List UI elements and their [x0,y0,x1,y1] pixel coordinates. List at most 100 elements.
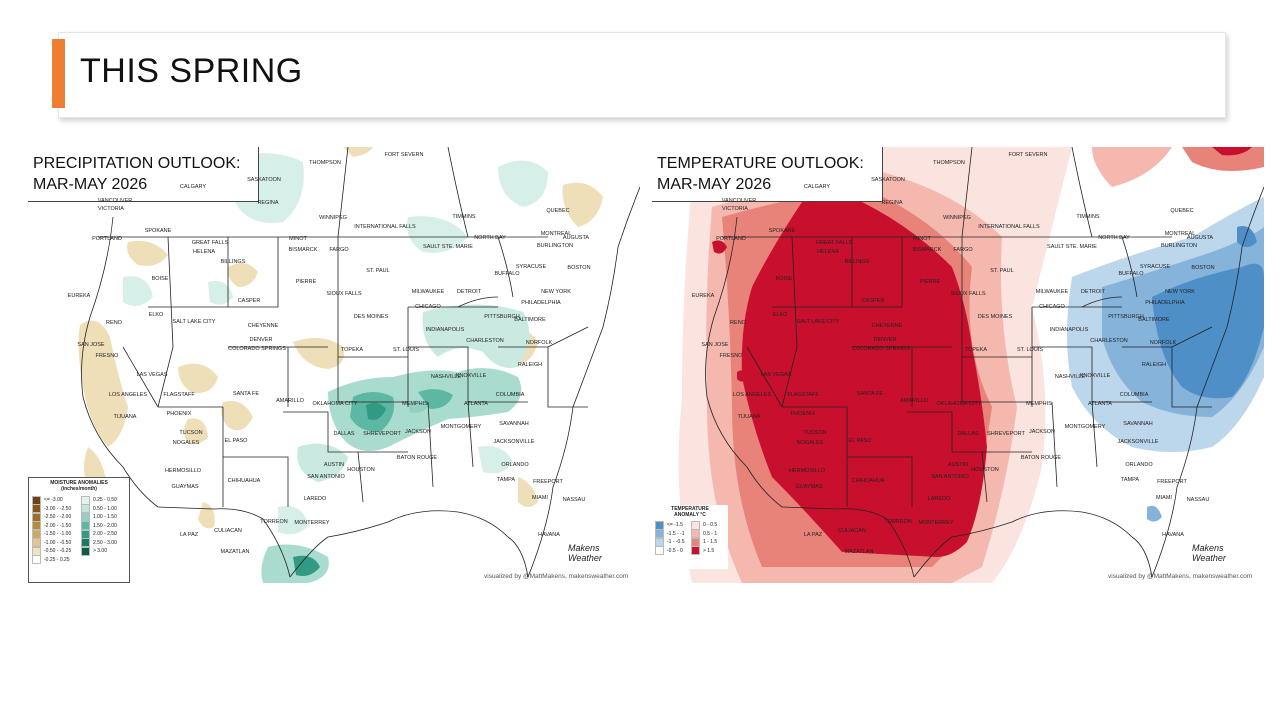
precip-legend-row: -1.00 - -0.50 [32,538,81,548]
city-label: NASHVILLE [1054,374,1086,380]
city-label: RENO [106,320,122,326]
city-label: FREEPORT [1157,479,1187,485]
city-label: NASSAU [562,497,586,503]
city-label: AUSTIN [323,462,345,468]
city-label: WINNIPEG [319,215,347,221]
warm-anomaly-areas [652,147,1264,583]
city-label: LA PAZ [179,532,199,538]
precip-legend-label: 0.25 - 0.50 [92,497,117,504]
city-label: PHILADELPHIA [1145,300,1185,306]
temp-legend-row: -0.5 - 0 [655,546,691,556]
city-label: BOSTON [1191,265,1215,271]
city-label: TIJUANA [737,414,761,420]
city-label: TAMPA [1120,477,1140,483]
temp-legend-row: <= -1.5 [655,520,691,530]
precip-legend-label: -0.50 - -0.25 [44,548,72,555]
city-label: RALEIGH [517,362,543,368]
city-label: THOMPSON [933,160,965,166]
city-label: FRESNO [95,353,119,359]
city-label: MILWAUKEE [1035,289,1069,295]
city-label: MONTERREY [918,520,954,526]
city-label: AUGUSTA [1186,235,1214,241]
city-label: QUEBEC [1170,208,1194,214]
temperature-outlook-map: TEMPERATURE OUTLOOK: MAR-MAY 2026 THOMPS… [652,147,1264,583]
precip-legend-label: 1.50 - 2.00 [92,522,117,529]
city-label: NORTH BAY [1098,235,1130,241]
city-label: PORTLAND [716,236,746,242]
city-label: LAS VEGAS [760,372,792,378]
precip-credit: visualized by @MattMakens, makensweather… [484,573,629,580]
city-label: BISMARCK [288,247,318,253]
city-label: CASPER [861,298,885,304]
city-label: JACKSON [405,429,431,435]
city-label: TOPEKA [340,347,364,353]
temp-credit: visualized by @MattMakens, makensweather… [1108,573,1253,580]
city-label: GREAT FALLS [191,240,229,246]
city-label: SHREVEPORT [363,431,401,437]
temp-legend-label: 0 - 0.5 [702,522,718,529]
city-label: SAN JOSE [701,342,729,348]
city-label: SYRACUSE [515,264,547,270]
city-label: NASHVILLE [430,374,462,380]
city-label: NEW YORK [1165,289,1195,295]
city-label: DALLAS [957,431,979,437]
city-label: BOISE [151,276,169,282]
city-label: BATON ROUGE [1020,455,1062,461]
city-label: SAN ANTONIO [931,474,969,480]
precip-legend-label: 2.50 - 3.00 [92,539,117,546]
city-label: NORTH BAY [474,235,506,241]
temp-legend-swatch [690,546,700,556]
temp-legend-title: TEMPERATURE ANOMALY °C [671,506,709,518]
city-label: ORLANDO [501,462,529,468]
city-label: LOS ANGELES [108,392,148,398]
city-label: SALT LAKE CITY [172,319,216,325]
city-label: VICTORIA [98,206,124,212]
city-label: CULIACAN [838,528,866,534]
precip-legend-label: 2.00 - 2.50 [92,531,117,538]
precip-legend-row: 2.00 - 2.50 [80,529,126,539]
city-label: BUFFALO [1118,271,1144,277]
precip-legend-row: <= -3.00 [32,495,81,505]
precip-legend-label: > 3.00 [92,548,107,555]
temp-legend-row: 1 - 1.5 [690,537,725,547]
city-label: GREAT FALLS [815,240,853,246]
temp-legend-label: -1 - -0.5 [667,539,685,546]
city-label: CHIHUAHUA [227,478,261,484]
city-label: SASKATOON [871,177,905,183]
city-label: AMARILLO [900,398,928,404]
city-label: COLORADO SPRINGS [228,346,286,352]
city-label: EUREKA [691,293,715,299]
temp-logo: Makens Weather [1192,543,1226,563]
city-label: BALTIMORE [514,317,546,323]
city-label: TOPEKA [964,347,988,353]
city-label: FLAGSTAFF [163,392,195,398]
precip-legend-row: 0.25 - 0.50 [80,495,126,505]
city-label: KNOXVILLE [1079,373,1111,379]
temp-legend-row: -1 - -0.5 [655,537,691,547]
precip-logo: Makens Weather [568,543,602,563]
city-label: HAVANA [538,532,560,538]
precip-legend-row: 2.50 - 3.00 [80,538,126,548]
city-label: LAS VEGAS [136,372,168,378]
temp-legend-label: > 1.5 [702,547,715,554]
city-label: FREEPORT [533,479,563,485]
city-label: TORREON [260,519,288,525]
city-label: VICTORIA [722,206,748,212]
precip-legend-swatch [80,546,90,556]
city-label: OKLAHOMA CITY [312,401,358,407]
temp-legend-cold-column: <= -1.5 -1.5 - -1 -1 - -0.5 -0.5 - 0 [655,520,691,556]
city-label: DENVER [249,337,273,343]
city-label: SPOKANE [768,228,796,234]
precip-legend-dry-column: <= -3.00 -3.00 - -2.50 -2.50 - -2.00 -2.00 … [32,495,81,565]
temp-legend-label: -0.5 - 0 [667,547,683,554]
city-label: SHREVEPORT [987,431,1025,437]
city-label: MONTREAL [1164,231,1196,237]
city-label: TORREON [884,519,912,525]
city-label: MONTREAL [540,231,572,237]
city-label: BATON ROUGE [396,455,438,461]
wet-anomaly-areas [123,153,548,583]
precip-legend-label: -1.00 - -0.50 [44,539,72,546]
city-label: MAZATLAN [844,549,874,555]
title-accent-bar [52,39,65,108]
city-label: THOMPSON [309,160,341,166]
